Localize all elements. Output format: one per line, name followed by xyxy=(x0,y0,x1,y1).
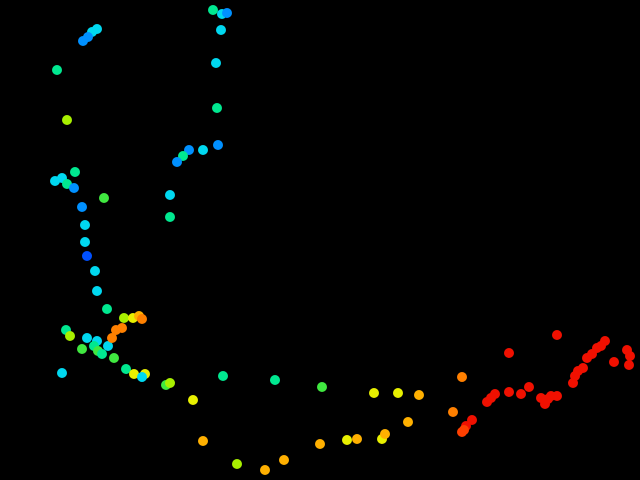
point-orange xyxy=(117,323,127,333)
point-orange xyxy=(457,372,467,382)
point-cyan xyxy=(165,190,175,200)
point-azure xyxy=(77,202,87,212)
point-spring xyxy=(102,304,112,314)
point-amber xyxy=(403,417,413,427)
point-lime xyxy=(232,459,242,469)
point-spring xyxy=(212,103,222,113)
point-amber xyxy=(198,436,208,446)
point-cyan xyxy=(82,333,92,343)
point-cyan xyxy=(216,25,226,35)
point-yellow xyxy=(342,435,352,445)
point-amber xyxy=(260,465,270,475)
point-green xyxy=(317,382,327,392)
point-green xyxy=(99,193,109,203)
point-blue xyxy=(82,251,92,261)
point-spring xyxy=(70,167,80,177)
point-red xyxy=(578,363,588,373)
point-red xyxy=(504,348,514,358)
point-green xyxy=(77,344,87,354)
point-yellow xyxy=(188,395,198,405)
point-green xyxy=(109,353,119,363)
point-red_orange xyxy=(459,425,469,435)
point-red xyxy=(552,330,562,340)
point-red xyxy=(624,360,634,370)
point-amber xyxy=(279,455,289,465)
point-orange xyxy=(137,314,147,324)
point-azure xyxy=(69,183,79,193)
point-red xyxy=(524,382,534,392)
point-red xyxy=(552,391,562,401)
point-cyan xyxy=(103,341,113,351)
point-spring xyxy=(52,65,62,75)
point-azure xyxy=(213,140,223,150)
point-spring xyxy=(97,349,107,359)
point-red xyxy=(467,415,477,425)
point-spring xyxy=(121,364,131,374)
point-cyan xyxy=(90,266,100,276)
point-yellow xyxy=(393,388,403,398)
point-amber xyxy=(352,434,362,444)
point-amber xyxy=(380,429,390,439)
point-lime xyxy=(165,378,175,388)
point-lime xyxy=(119,313,129,323)
point-cyan xyxy=(137,372,147,382)
point-amber xyxy=(414,390,424,400)
point-cyan xyxy=(80,220,90,230)
point-yellow xyxy=(369,388,379,398)
point-spring xyxy=(165,212,175,222)
point-orange xyxy=(448,407,458,417)
point-red xyxy=(516,389,526,399)
point-azure xyxy=(78,36,88,46)
point-red xyxy=(609,357,619,367)
point-red xyxy=(490,389,500,399)
point-spring xyxy=(270,375,280,385)
point-red xyxy=(504,387,514,397)
point-spring xyxy=(208,5,218,15)
point-spring xyxy=(218,371,228,381)
point-azure xyxy=(172,157,182,167)
point-cyan xyxy=(211,58,221,68)
point-azure xyxy=(222,8,232,18)
point-red xyxy=(625,351,635,361)
point-amber xyxy=(315,439,325,449)
point-lime xyxy=(62,115,72,125)
point-cyan xyxy=(57,368,67,378)
point-cyan xyxy=(80,237,90,247)
point-red xyxy=(600,336,610,346)
point-lime xyxy=(65,331,75,341)
point-orange xyxy=(107,333,117,343)
point-yellow xyxy=(129,369,139,379)
point-cyan xyxy=(198,145,208,155)
point-cyan xyxy=(92,286,102,296)
